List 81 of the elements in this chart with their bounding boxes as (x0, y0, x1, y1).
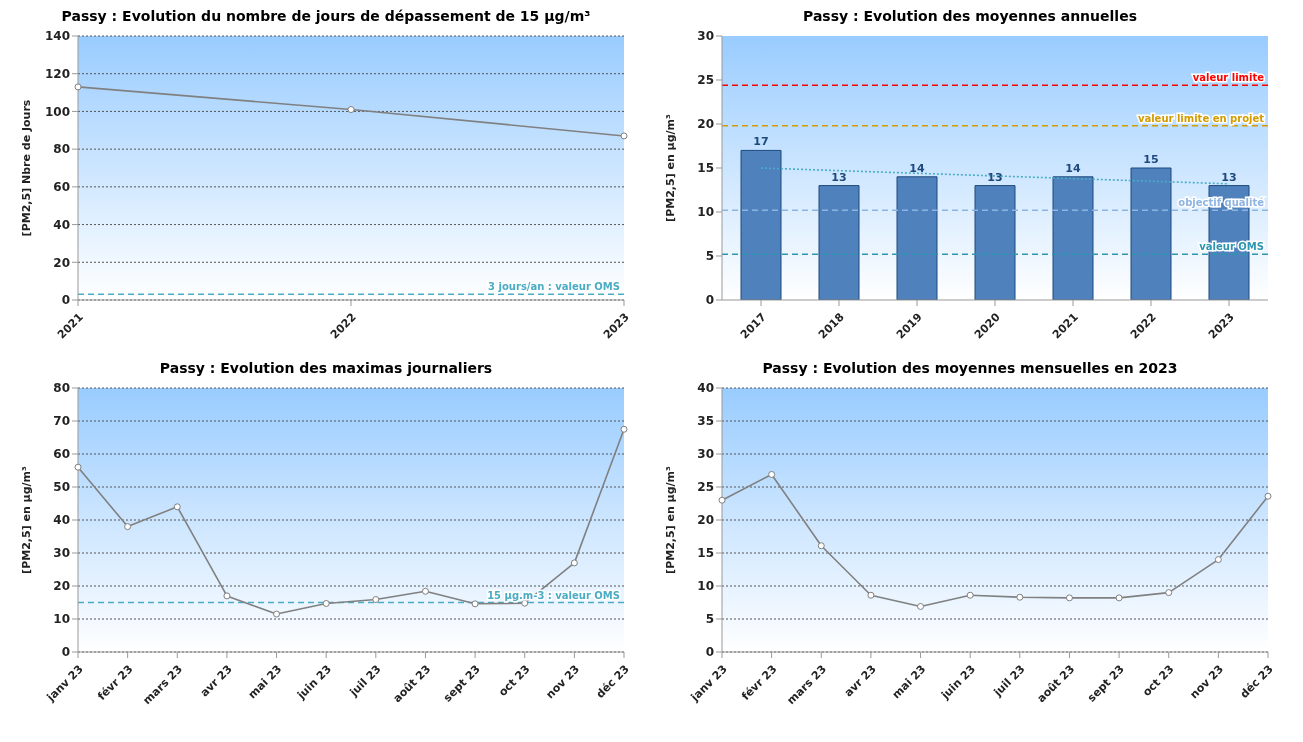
y-tick-label: 20 (53, 255, 70, 270)
point (421, 587, 429, 595)
data-label: 14 (1065, 161, 1081, 175)
point (1115, 594, 1123, 602)
x-tick-label: oct 23 (1140, 662, 1177, 699)
ref-line-label: valeur limite en projet (1137, 112, 1265, 124)
point (124, 523, 132, 531)
y-tick-label: 50 (53, 480, 70, 495)
y-tick-label: 15 (697, 546, 714, 561)
y-axis-title: [PM2,5] en µg/m³ (663, 113, 677, 222)
y-tick-label: 0 (61, 645, 70, 660)
point (74, 83, 82, 91)
y-tick-label: 10 (697, 205, 714, 220)
y-tick-label: 80 (53, 142, 70, 157)
y-tick-label: 80 (53, 381, 70, 396)
point (570, 559, 578, 567)
chart-title: Passy : Evolution du nombre de jours de dépassement de 15 µg/m³ (60, 8, 592, 26)
y-axis-title: [PM2,5] Nbre de Jours (19, 99, 33, 237)
data-label: 15 (1143, 153, 1159, 166)
ref-line-label: 3 jours/an : valeur OMS (488, 281, 620, 293)
y-tick-label: 25 (697, 73, 714, 88)
y-tick-label: 30 (53, 546, 70, 561)
chart-title: Passy : Evolution des maximas journaliers (158, 360, 494, 378)
point (471, 600, 479, 608)
y-tick-label: 40 (53, 217, 70, 232)
point (817, 542, 825, 550)
y-tick-label: 40 (697, 381, 714, 396)
point (1016, 593, 1024, 601)
y-tick-label: 10 (697, 579, 714, 594)
y-tick-label: 30 (697, 447, 714, 462)
data-label: 13 (1221, 170, 1237, 184)
point (620, 425, 628, 433)
point (273, 610, 281, 618)
data-label: 13 (987, 170, 1003, 184)
ref-line-label: valeur limite (1192, 72, 1265, 84)
x-tick-label: oct 23 (496, 662, 533, 699)
y-tick-label: 20 (697, 117, 714, 132)
point (768, 470, 776, 478)
y-tick-label: 40 (53, 513, 70, 528)
y-axis-title: [PM2,5] en µg/m³ (19, 465, 33, 574)
y-tick-label: 100 (44, 104, 70, 119)
point (347, 106, 355, 114)
y-tick-label: 0 (705, 645, 714, 660)
y-tick-label: 35 (697, 414, 714, 429)
y-axis-title: [PM2,5] en µg/m³ (663, 465, 677, 574)
y-tick-label: 15 (697, 161, 714, 176)
point (620, 132, 628, 140)
y-tick-label: 10 (53, 612, 70, 627)
y-tick-label: 0 (705, 293, 714, 308)
point (1214, 556, 1222, 564)
y-tick-label: 60 (53, 180, 70, 195)
point (867, 591, 875, 599)
point (173, 503, 181, 511)
y-tick-label: 30 (697, 29, 714, 44)
y-tick-label: 0 (61, 293, 70, 308)
y-tick-label: 25 (697, 480, 714, 495)
point (1165, 589, 1173, 597)
point (966, 591, 974, 599)
data-label: 17 (753, 135, 769, 149)
point (1065, 594, 1073, 602)
x-tick-label: avr 23 (841, 662, 879, 700)
point (74, 463, 82, 471)
y-tick-label: 70 (53, 414, 70, 429)
point (223, 592, 231, 600)
y-tick-label: 5 (705, 249, 714, 264)
y-tick-label: 5 (705, 612, 714, 627)
point (372, 596, 380, 604)
y-tick-label: 20 (53, 579, 70, 594)
y-tick-label: 120 (44, 66, 70, 81)
data-label: 13 (831, 170, 847, 184)
y-tick-label: 60 (53, 447, 70, 462)
point (917, 602, 925, 610)
y-tick-label: 20 (697, 513, 714, 528)
y-tick-label: 140 (44, 29, 70, 44)
x-tick-label: avr 23 (197, 662, 235, 700)
point (1264, 492, 1272, 500)
data-label: 14 (909, 161, 925, 175)
point (718, 496, 726, 504)
chart-title: Passy : Evolution des moyennes annuelles (802, 8, 1138, 26)
chart-title: Passy : Evolution des moyennes mensuelles en 2023 (761, 360, 1179, 378)
point (322, 599, 330, 607)
